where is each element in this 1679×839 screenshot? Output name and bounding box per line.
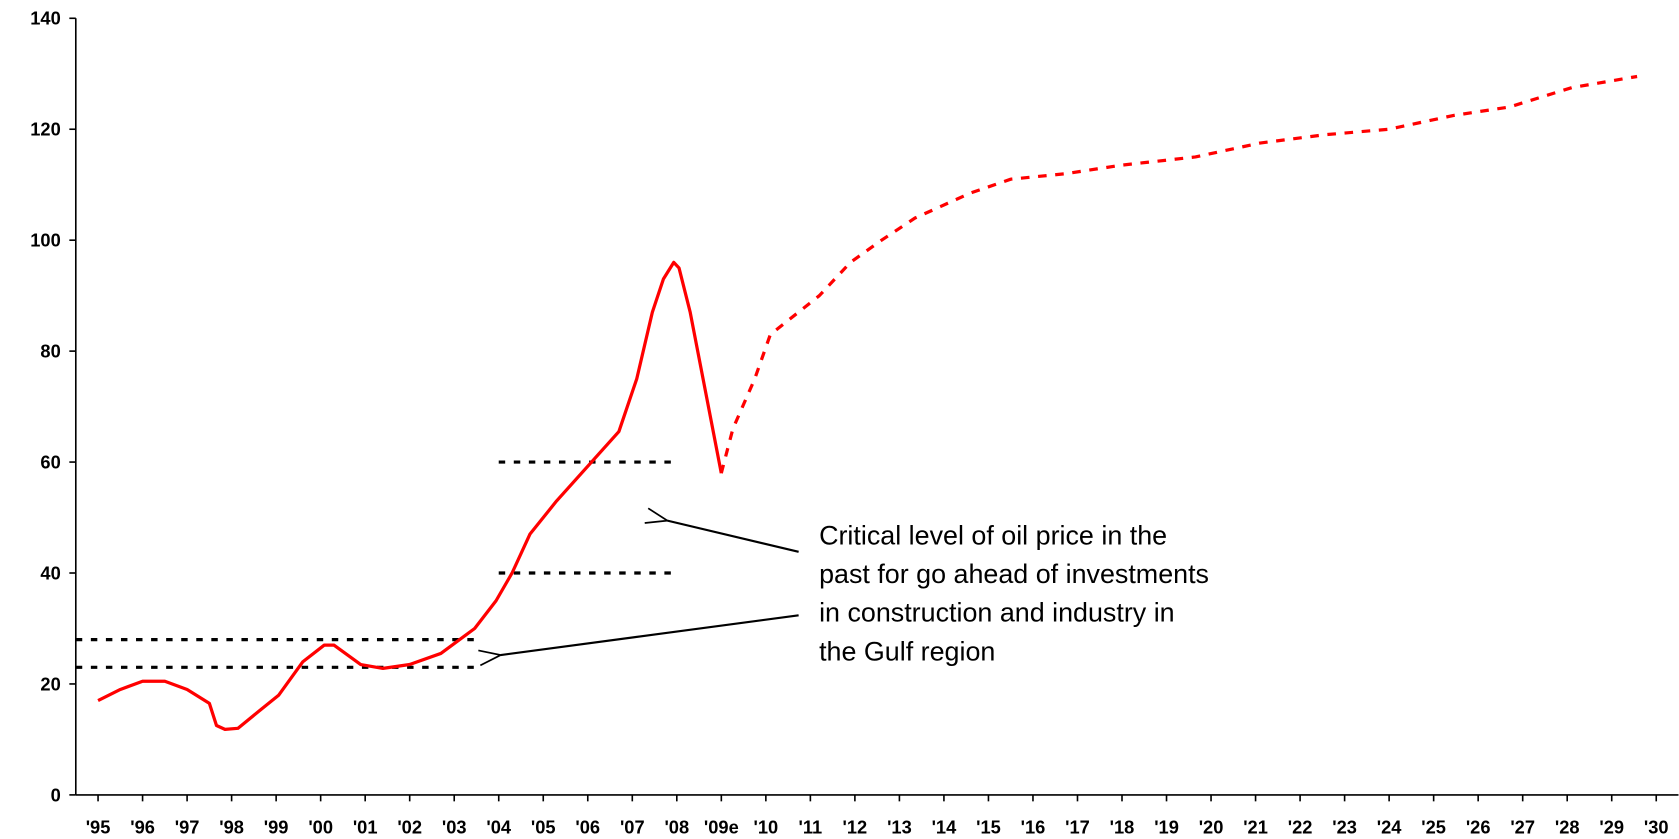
arrow [501, 614, 799, 655]
x-tick-label: '05 [531, 817, 556, 838]
series-line [97, 260, 723, 732]
x-tick-label: '12 [843, 817, 868, 838]
x-tick-label: '28 [1555, 817, 1580, 838]
annotation-line: the Gulf region [819, 636, 995, 666]
y-tick-label: 40 [40, 562, 60, 583]
y-tick-label: 80 [40, 341, 60, 362]
x-tick-label: '19 [1154, 817, 1179, 838]
x-tick-label: '17 [1065, 817, 1090, 838]
x-tick-label: '09e [704, 817, 739, 838]
y-tick-label: 120 [30, 119, 60, 140]
x-tick-label: '08 [664, 817, 689, 838]
x-tick-label: '23 [1332, 817, 1357, 838]
x-tick-label: '29 [1599, 817, 1624, 838]
annotation: Critical level of oil price in the past f… [819, 520, 1209, 666]
annotation-line: past for go ahead of investments [819, 559, 1209, 589]
x-tick-label: '18 [1110, 817, 1135, 838]
x-tick-label: '25 [1421, 817, 1446, 838]
x-tick-label: '03 [442, 817, 467, 838]
x-tick-label: '01 [353, 817, 378, 838]
x-tick-label: '21 [1243, 817, 1268, 838]
x-tick-label: '04 [486, 817, 512, 838]
x-tick-label: '98 [219, 817, 244, 838]
y-tick-label: 140 [30, 8, 60, 29]
arrow [667, 521, 799, 553]
x-tick-label: '02 [397, 817, 422, 838]
x-tick-label: '96 [130, 817, 155, 838]
x-tick-label: '00 [308, 817, 333, 838]
x-tick-label: '06 [575, 817, 600, 838]
annotation-line: in construction and industry in [819, 598, 1175, 628]
x-tick-label: '11 [799, 817, 823, 838]
series-line [719, 74, 1638, 474]
y-tick-label: 100 [30, 230, 60, 251]
x-tick-label: '97 [175, 817, 200, 838]
x-tick-label: '13 [887, 817, 912, 838]
y-tick-label: 20 [40, 673, 60, 694]
x-tick-label: '95 [86, 817, 111, 838]
x-tick-label: '10 [754, 817, 779, 838]
annotation-line: Critical level of oil price in the [819, 520, 1167, 550]
x-tick-label: '15 [976, 817, 1001, 838]
y-tick-label: 0 [51, 784, 61, 805]
x-tick-label: '14 [932, 817, 958, 838]
x-tick-label: '20 [1199, 817, 1224, 838]
x-tick-label: '16 [1021, 817, 1046, 838]
x-tick-label: '99 [264, 817, 289, 838]
x-tick-label: '24 [1377, 817, 1403, 838]
x-tick-label: '27 [1510, 817, 1535, 838]
y-tick-label: 60 [40, 452, 60, 473]
x-tick-label: '22 [1288, 817, 1313, 838]
x-tick-label: '30 [1644, 817, 1669, 838]
x-tick-label: '07 [620, 817, 645, 838]
x-tick-label: '26 [1466, 817, 1491, 838]
